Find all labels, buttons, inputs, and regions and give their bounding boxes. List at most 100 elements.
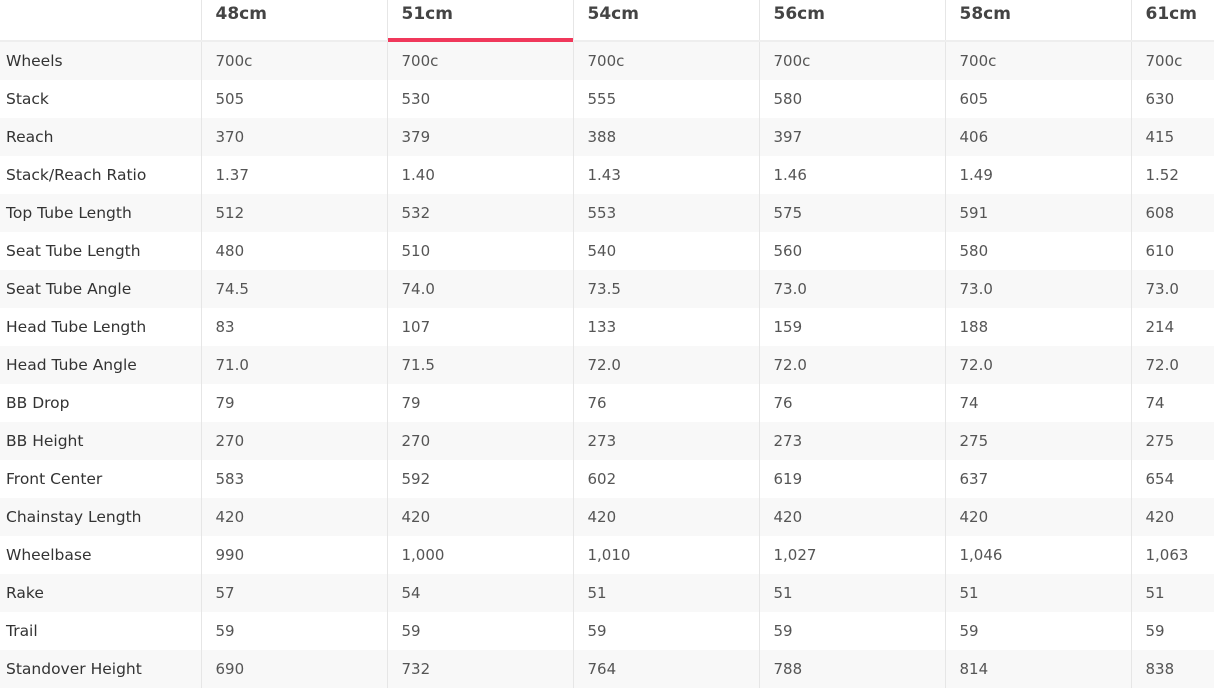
value-cell: 51 — [758, 574, 945, 612]
value-cell: 270 — [386, 422, 573, 460]
table-row: Stack/Reach Ratio 1.37 1.40 1.43 1.46 1.49 1.5… — [0, 156, 1214, 194]
row-label: Wheels — [0, 41, 201, 80]
table-row: Chainstay Length 420 420 420 420 420 420 — [0, 498, 1214, 536]
size-tab-48cm[interactable]: 48cm — [200, 0, 387, 42]
value-cell: 273 — [758, 422, 945, 460]
value-cell: 764 — [572, 650, 759, 688]
value-cell: 275 — [944, 422, 1131, 460]
value-cell: 690 — [200, 650, 387, 688]
value-cell: 420 — [572, 498, 759, 536]
value-cell: 1.40 — [386, 156, 573, 194]
value-cell: 74.0 — [386, 270, 573, 308]
value-cell: 530 — [386, 80, 573, 118]
value-cell: 379 — [386, 118, 573, 156]
value-cell: 415 — [1130, 118, 1214, 156]
value-cell: 397 — [758, 118, 945, 156]
value-cell: 1,010 — [572, 536, 759, 574]
value-cell: 73.0 — [758, 270, 945, 308]
table-row: Stack 505 530 555 580 605 630 — [0, 80, 1214, 118]
value-cell: 637 — [944, 460, 1131, 498]
value-cell: 1,046 — [944, 536, 1131, 574]
value-cell: 73.0 — [1130, 270, 1214, 308]
value-cell: 510 — [386, 232, 573, 270]
value-cell: 505 — [200, 80, 387, 118]
corner-cell — [0, 0, 201, 42]
value-cell: 51 — [572, 574, 759, 612]
value-cell: 59 — [944, 612, 1131, 650]
value-cell: 1,000 — [386, 536, 573, 574]
value-cell: 700c — [200, 41, 387, 80]
value-cell: 583 — [200, 460, 387, 498]
size-tab-58cm[interactable]: 58cm — [944, 0, 1131, 42]
size-tab-54cm[interactable]: 54cm — [572, 0, 759, 42]
value-cell: 57 — [200, 574, 387, 612]
value-cell: 420 — [758, 498, 945, 536]
row-label: Reach — [0, 118, 201, 156]
value-cell: 420 — [200, 498, 387, 536]
value-cell: 1.43 — [572, 156, 759, 194]
value-cell: 580 — [758, 80, 945, 118]
value-cell: 72.0 — [1130, 346, 1214, 384]
value-cell: 532 — [386, 194, 573, 232]
row-label: Seat Tube Angle — [0, 270, 201, 308]
table-row: Rake 57 54 51 51 51 51 — [0, 574, 1214, 612]
row-label: Wheelbase — [6, 546, 92, 564]
value-cell: 79 — [386, 384, 573, 422]
table-row: Seat Tube Angle 74.5 74.0 73.5 73.0 73.0 73.0 — [0, 270, 1214, 308]
row-label: Trail — [6, 622, 38, 640]
value-cell: 388 — [572, 118, 759, 156]
table-row: Seat Tube Length 480 510 540 560 580 610 — [0, 232, 1214, 270]
size-header-row: 48cm 51cm 54cm 56cm 58cm 61cm — [0, 0, 1214, 42]
row-label: Head Tube Angle — [0, 346, 201, 384]
value-cell: 83 — [200, 308, 387, 346]
value-cell: 560 — [758, 232, 945, 270]
value-cell: 54 — [386, 574, 573, 612]
value-cell: 700c — [572, 41, 759, 80]
value-cell: 420 — [944, 498, 1131, 536]
table-row: Front Center 583 592 602 619 637 654 — [0, 460, 1214, 498]
value-cell: 788 — [758, 650, 945, 688]
size-tab-51cm[interactable]: 51cm — [386, 0, 573, 42]
value-cell: 72.0 — [758, 346, 945, 384]
row-label: Seat Tube Length — [6, 242, 141, 260]
value-cell: 275 — [1130, 422, 1214, 460]
row-label: Chainstay Length — [0, 498, 201, 536]
table-row: BB Drop 79 79 76 76 74 74 — [0, 384, 1214, 422]
value-cell: 605 — [944, 80, 1131, 118]
value-cell: 1,027 — [758, 536, 945, 574]
value-cell: 1.49 — [944, 156, 1131, 194]
value-cell: 1.37 — [200, 156, 387, 194]
value-cell: 59 — [200, 612, 387, 650]
table-row: Top Tube Length 512 532 553 575 591 608 — [0, 194, 1214, 232]
value-cell: 553 — [572, 194, 759, 232]
value-cell: 814 — [944, 650, 1131, 688]
size-tab-56cm[interactable]: 56cm — [758, 0, 945, 42]
value-cell: 990 — [200, 536, 387, 574]
size-tab-61cm[interactable]: 61cm — [1130, 0, 1214, 42]
value-cell: 1,063 — [1130, 536, 1214, 574]
value-cell: 71.0 — [200, 346, 387, 384]
value-cell: 74 — [1130, 384, 1214, 422]
value-cell: 540 — [572, 232, 759, 270]
table-row: Wheelbase 990 1,000 1,010 1,027 1,046 1,063 — [0, 536, 1214, 574]
value-cell: 72.0 — [944, 346, 1131, 384]
value-cell: 838 — [1130, 650, 1214, 688]
value-cell: 630 — [1130, 80, 1214, 118]
value-cell: 610 — [1130, 232, 1214, 270]
table-row: Wheels 700c 700c 700c 700c 700c 700c — [0, 41, 1214, 80]
value-cell: 188 — [944, 308, 1131, 346]
value-cell: 214 — [1130, 308, 1214, 346]
value-cell: 700c — [944, 41, 1131, 80]
table-row: Trail 59 59 59 59 59 59 — [0, 612, 1214, 650]
value-cell: 76 — [758, 384, 945, 422]
value-cell: 59 — [386, 612, 573, 650]
value-cell: 580 — [944, 232, 1131, 270]
value-cell: 700c — [386, 41, 573, 80]
value-cell: 512 — [200, 194, 387, 232]
value-cell: 133 — [572, 308, 759, 346]
table-row: Reach 370 379 388 397 406 415 — [0, 118, 1214, 156]
value-cell: 654 — [1130, 460, 1214, 498]
value-cell: 79 — [200, 384, 387, 422]
value-cell: 1.52 — [1130, 156, 1214, 194]
